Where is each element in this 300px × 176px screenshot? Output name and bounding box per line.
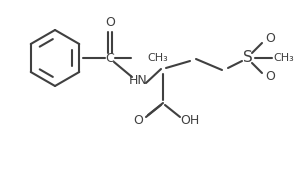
Text: S: S	[243, 51, 253, 65]
Text: HN: HN	[129, 74, 147, 87]
Text: C: C	[106, 52, 114, 64]
Text: CH₃: CH₃	[147, 53, 168, 63]
Text: CH₃: CH₃	[274, 53, 294, 63]
Text: O: O	[265, 71, 275, 83]
Text: O: O	[265, 33, 275, 46]
Text: OH: OH	[180, 115, 200, 127]
Text: O: O	[133, 115, 143, 127]
Text: O: O	[105, 17, 115, 30]
